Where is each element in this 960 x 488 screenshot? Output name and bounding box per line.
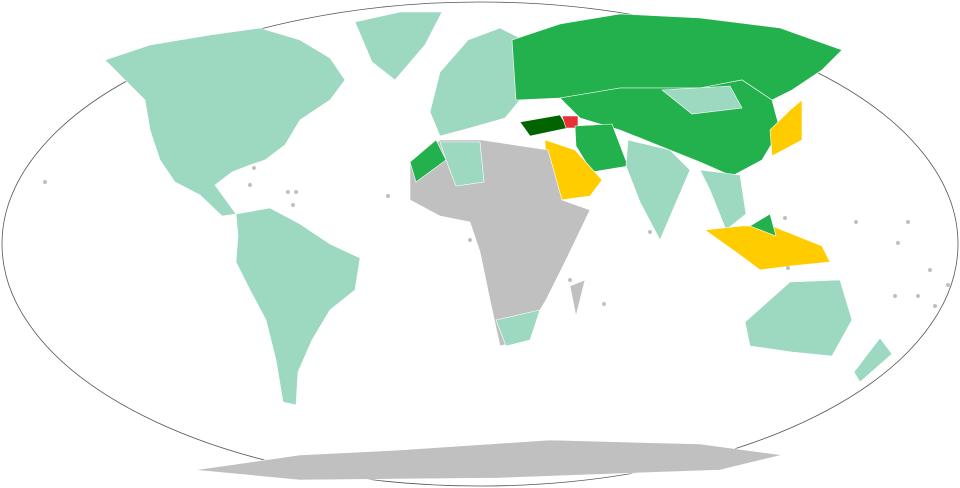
island-marker	[928, 268, 932, 272]
region-north-america	[104, 27, 346, 217]
region-japan	[769, 99, 803, 157]
region-mongolia	[661, 85, 743, 115]
island-marker	[248, 183, 252, 187]
island-marker	[286, 190, 290, 194]
island-marker	[854, 220, 858, 224]
island-marker	[602, 302, 606, 306]
island-marker	[252, 166, 256, 170]
island-marker	[648, 230, 652, 234]
region-malaysia	[749, 213, 777, 237]
region-south-africa	[495, 309, 541, 347]
island-marker	[568, 278, 572, 282]
region-southeast-asia	[699, 169, 747, 231]
island-marker	[893, 294, 897, 298]
region-russia	[511, 13, 843, 101]
region-new-zealand	[853, 337, 893, 383]
region-antarctica	[194, 439, 783, 481]
island-marker	[386, 194, 390, 198]
island-marker	[43, 180, 47, 184]
island-marker	[906, 220, 910, 224]
island-marker	[783, 216, 787, 220]
island-marker	[786, 266, 790, 270]
island-marker	[468, 238, 472, 242]
island-marker	[916, 294, 920, 298]
region-madagascar	[569, 279, 586, 317]
island-marker	[294, 190, 298, 194]
island-marker	[933, 304, 937, 308]
region-greenland	[354, 11, 443, 81]
island-marker	[946, 283, 950, 287]
region-india	[625, 139, 691, 241]
island-marker	[896, 241, 900, 245]
region-algeria	[439, 141, 485, 187]
region-iran-pakistan	[574, 123, 629, 173]
island-marker	[291, 203, 295, 207]
region-south-america	[235, 207, 361, 406]
region-australia	[744, 279, 853, 357]
